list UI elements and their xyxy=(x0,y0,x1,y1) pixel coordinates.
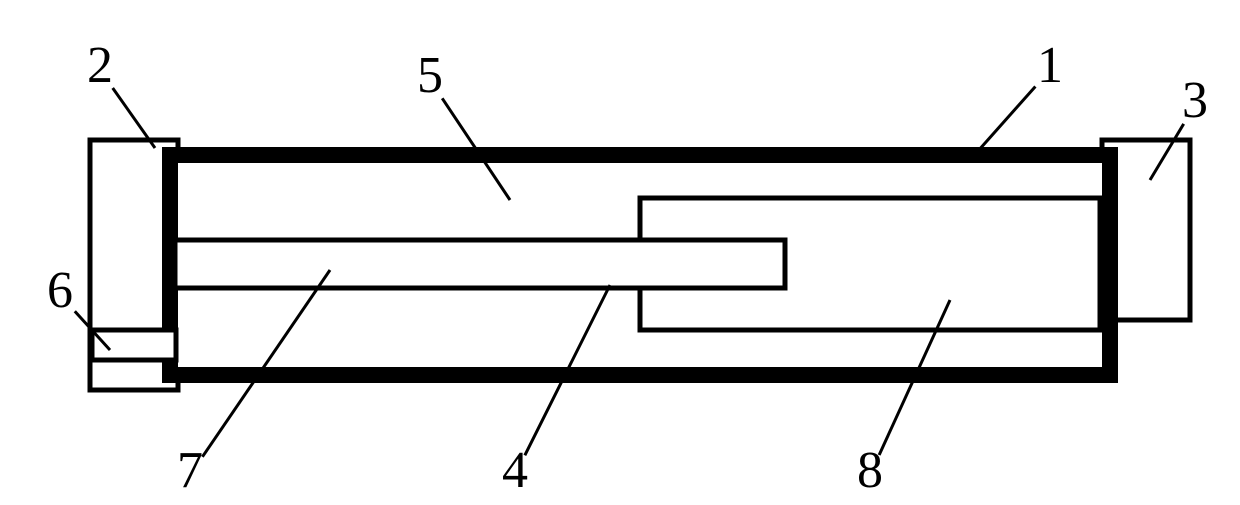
diagram-svg: 1 2 3 5 6 7 4 8 xyxy=(0,0,1240,505)
label-5: 5 xyxy=(417,47,443,104)
label-6: 6 xyxy=(47,262,73,319)
label-8: 8 xyxy=(857,442,883,499)
label-2: 2 xyxy=(87,37,113,94)
label-4: 4 xyxy=(502,442,528,499)
label-3: 3 xyxy=(1182,72,1208,129)
mid-bar xyxy=(175,240,785,288)
label-7: 7 xyxy=(177,442,203,499)
label-1: 1 xyxy=(1037,37,1063,94)
